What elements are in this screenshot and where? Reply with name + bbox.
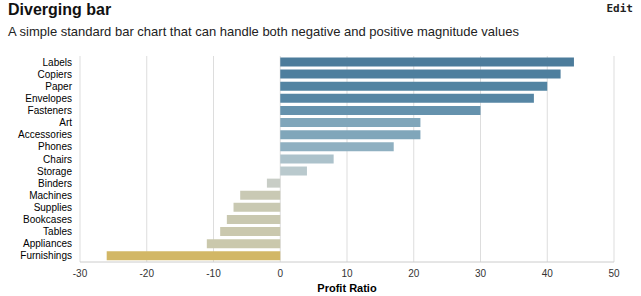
svg-text:0: 0 [277, 268, 283, 279]
svg-text:-30: -30 [73, 268, 88, 279]
svg-text:Tables: Tables [43, 226, 72, 237]
svg-text:Paper: Paper [45, 81, 72, 92]
html-text:Diverging bar: Diverging bar [8, 1, 112, 18]
svg-text:10: 10 [341, 268, 353, 279]
svg-text:-20: -20 [140, 268, 155, 279]
svg-text:40: 40 [542, 268, 554, 279]
svg-text:Machines: Machines [29, 190, 72, 201]
svg-text:30: 30 [475, 268, 487, 279]
svg-text:Fasteners: Fasteners [28, 105, 72, 116]
svg-text:Profit Ratio: Profit Ratio [317, 282, 377, 294]
svg-text:Appliances: Appliances [23, 238, 72, 249]
svg-text:Envelopes: Envelopes [25, 93, 72, 104]
svg-text:20: 20 [408, 268, 420, 279]
html-text:Edit: Edit [606, 2, 633, 15]
svg-text:Binders: Binders [38, 178, 72, 189]
html-text:A simple standard bar chart th: A simple standard bar chart that can han… [8, 24, 519, 39]
svg-text:Storage: Storage [37, 166, 72, 177]
svg-text:Phones: Phones [38, 141, 72, 152]
svg-text:Labels: Labels [43, 57, 72, 68]
svg-text:Art: Art [59, 117, 72, 128]
svg-text:-10: -10 [206, 268, 221, 279]
svg-text:Bookcases: Bookcases [23, 214, 72, 225]
svg-text:Furnishings: Furnishings [20, 250, 72, 261]
svg-text:Accessories: Accessories [18, 129, 72, 140]
svg-text:Supplies: Supplies [34, 202, 72, 213]
svg-text:Chairs: Chairs [43, 154, 72, 165]
svg-text:50: 50 [608, 268, 620, 279]
svg-text:Copiers: Copiers [38, 69, 72, 80]
